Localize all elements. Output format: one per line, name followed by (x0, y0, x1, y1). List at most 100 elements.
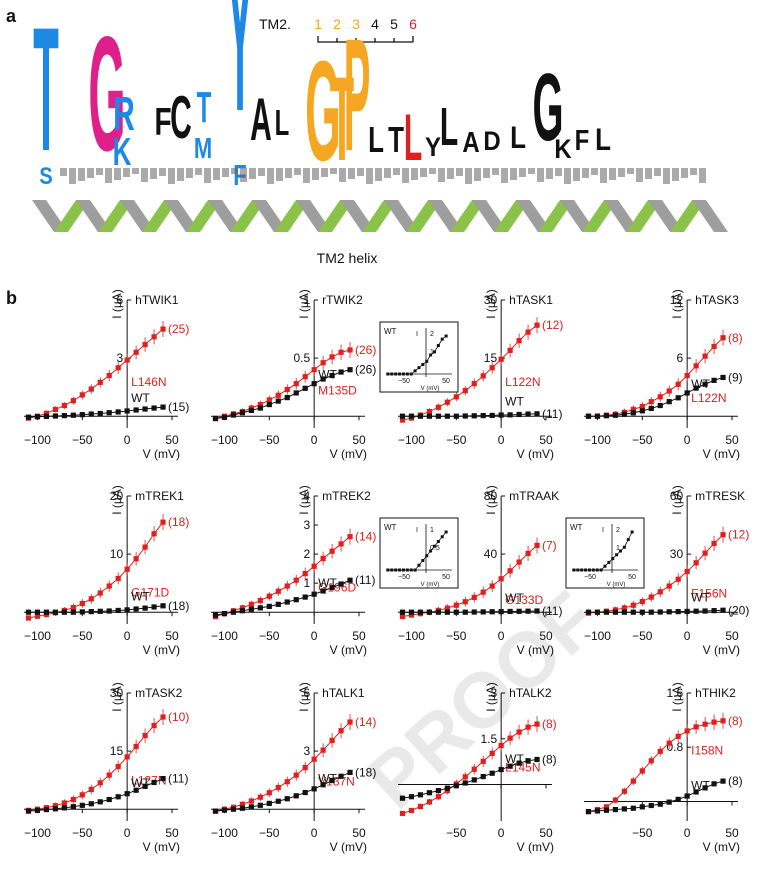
data-point (702, 721, 708, 727)
inset-y-label: I (416, 331, 418, 338)
y-tick-label: 0.5 (293, 351, 310, 365)
series-line (402, 723, 538, 814)
data-point (97, 410, 103, 417)
inset-y-label: I (416, 527, 418, 534)
data-point (61, 800, 67, 806)
data-point (25, 615, 32, 621)
tm-ruler-number-5: 5 (390, 16, 398, 32)
data-point (603, 609, 610, 615)
helix-segment-dark (208, 200, 244, 232)
data-point (70, 412, 76, 418)
helix-segment-dark (428, 200, 464, 232)
chart-title: mTREK2 (322, 489, 371, 503)
x-tick-label: −50 (446, 826, 467, 840)
logo-minor-residue (402, 168, 409, 183)
x-tick-label: 0 (124, 433, 131, 447)
inset-data-point (591, 568, 595, 572)
data-point (417, 803, 424, 810)
x-axis-label: V (mV) (143, 447, 180, 461)
x-tick-label: 50 (165, 433, 179, 447)
x-axis-label: V (mV) (330, 840, 367, 854)
logo-minor-residue (663, 168, 670, 184)
data-point (684, 568, 690, 575)
inset-x-tick: −50 (398, 574, 410, 581)
data-point (525, 608, 531, 614)
logo-residue: F (575, 124, 590, 157)
iv-chart-hTWIK1: 3 6 −100 −50 0 50 I (µA) V (mV) hTWIK1 (25) L146N(… (24, 289, 189, 461)
inset-data-point (603, 564, 607, 568)
data-point (720, 374, 726, 381)
inset-series-line (573, 531, 633, 571)
inset-data-point (432, 544, 436, 548)
inset-data-point (436, 540, 440, 543)
helix-segment-light (626, 200, 662, 232)
logo-minor-residue (150, 168, 157, 179)
series-name-label: L122N (505, 375, 540, 389)
data-point (311, 381, 317, 387)
data-point (347, 534, 353, 540)
series-name-label: G171D (131, 585, 169, 599)
series-line (215, 369, 351, 420)
inset-series-line (387, 335, 447, 375)
data-point (516, 760, 522, 766)
x-tick-label: −50 (632, 433, 653, 447)
logo-residue: A (250, 87, 272, 154)
x-tick-label: −100 (24, 433, 51, 447)
inset-data-point (421, 559, 425, 562)
data-point (106, 372, 112, 379)
data-point (302, 789, 308, 796)
data-point (648, 758, 654, 764)
logo-minor-residue (573, 168, 580, 181)
data-point (115, 794, 121, 800)
logo-residue: R (113, 88, 135, 141)
data-point (693, 560, 699, 566)
series-line (588, 720, 724, 813)
x-tick-label: −50 (632, 826, 653, 840)
helix-segment-light (142, 200, 178, 232)
data-point (489, 770, 495, 776)
inset-data-point (398, 372, 402, 376)
data-point (516, 608, 522, 614)
data-point (160, 714, 166, 720)
helix-segment-light (186, 200, 222, 232)
data-point (453, 783, 459, 789)
x-tick-label: 0 (311, 826, 318, 840)
data-point (516, 338, 522, 344)
data-point (133, 606, 139, 612)
series-count-label: (26) (355, 343, 376, 357)
data-point (79, 609, 85, 615)
data-point (284, 386, 290, 393)
inset-data-point (394, 372, 398, 376)
iv-chart-mTRAAK: 40 80 −100 −50 0 50 I (µA) V (mV) mTRAAK (7) G133D… (379, 485, 562, 657)
series-line (215, 579, 351, 616)
series-count-label: (11) (542, 604, 562, 618)
series-count-label: (20) (728, 603, 749, 617)
data-point (453, 602, 459, 608)
data-point (230, 806, 237, 812)
chart-title: mTRAAK (509, 489, 559, 503)
data-point (151, 405, 157, 411)
logo-minor-residue (222, 168, 229, 177)
logo-minor-residue (114, 168, 121, 180)
y-tick-label: 4 (303, 489, 310, 503)
series-line (588, 609, 724, 613)
data-point (399, 810, 406, 817)
x-tick-label: 50 (725, 826, 739, 840)
logo-residue: T (33, 0, 59, 189)
data-point (666, 399, 672, 405)
data-point (275, 398, 281, 404)
data-point (293, 597, 299, 603)
data-point (284, 599, 290, 605)
helix-segment-dark (560, 200, 596, 232)
data-point (338, 369, 344, 375)
data-point (408, 413, 415, 419)
y-tick-label: 1 (303, 576, 310, 590)
data-point (293, 381, 299, 387)
data-point (239, 801, 245, 807)
series-line (215, 536, 351, 618)
inset-y-tick: 2 (430, 331, 434, 338)
data-point (133, 556, 139, 562)
data-point (329, 584, 335, 591)
logo-minor-residue (447, 168, 454, 179)
